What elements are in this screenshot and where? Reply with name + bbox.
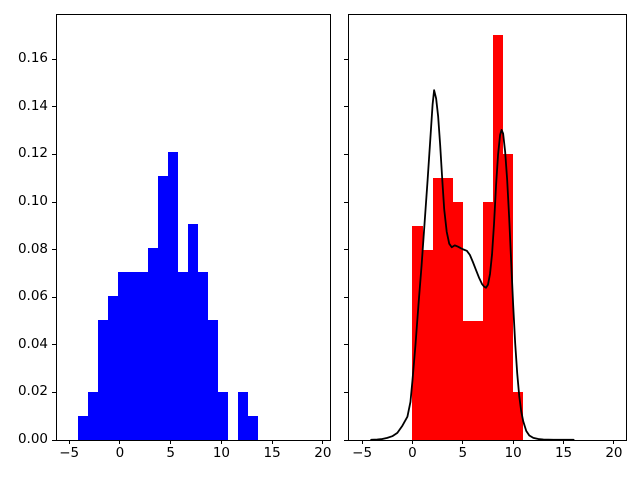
hist-bar (208, 319, 219, 440)
y-tick-label: 0.08 (17, 240, 48, 257)
hist-bar (98, 319, 109, 440)
x-tick-mark (271, 440, 273, 444)
y-tick-mark (52, 439, 56, 441)
hist-bar (88, 391, 99, 440)
left-axes: −5 0 5 10 15 20 0.00 0.02 0.04 0.06 0.08 0.10 0.12 0.… (18, 14, 331, 461)
y-tick-mark (344, 344, 348, 346)
y-tick-label: 0.06 (17, 288, 48, 305)
hist-bar (128, 271, 139, 440)
y-tick-mark (344, 106, 348, 108)
y-tick-label: 0.04 (17, 335, 48, 352)
x-tick-mark (411, 440, 413, 444)
x-tick-label: −5 (59, 445, 80, 461)
x-tick-mark (563, 440, 565, 444)
hist-bar (432, 178, 443, 440)
y-tick-mark (52, 296, 56, 298)
y-tick-mark (52, 106, 56, 108)
y-tick-mark (344, 153, 348, 155)
hist-bar (412, 225, 423, 440)
hist-bar (493, 35, 504, 440)
hist-bar (198, 271, 209, 440)
y-tick-mark (52, 201, 56, 203)
hist-bar (118, 271, 129, 440)
hist-bar (248, 415, 259, 440)
x-tick-label: 10 (212, 445, 230, 461)
x-tick-mark (220, 440, 222, 444)
hist-bar (482, 202, 494, 440)
x-tick-label: 15 (554, 445, 573, 461)
hist-bar (462, 321, 473, 440)
x-tick-label: 5 (166, 445, 175, 461)
kde-curve (370, 89, 575, 441)
y-tick-mark (344, 249, 348, 251)
x-tick-label: −5 (352, 445, 373, 461)
y-tick-mark (52, 344, 56, 346)
hist-bar (178, 271, 189, 440)
hist-bar (108, 295, 119, 440)
y-tick-label: 0.16 (17, 50, 48, 67)
hist-bar (148, 247, 159, 440)
x-tick-mark (613, 440, 615, 444)
hist-bar (78, 415, 89, 440)
y-tick-mark (344, 58, 348, 60)
x-tick-label: 20 (605, 445, 623, 461)
y-tick-label: 0.14 (17, 97, 48, 114)
hist-bar (422, 249, 433, 440)
hist-bar (503, 154, 514, 440)
hist-bar (442, 178, 453, 440)
right-axes: −5 0 5 10 15 20 (344, 14, 627, 461)
y-tick-label: 0.00 (17, 431, 48, 447)
x-tick-mark (462, 440, 464, 444)
hist-bar (188, 223, 199, 440)
y-tick-mark (52, 249, 56, 251)
x-tick-mark (512, 440, 514, 444)
y-tick-mark (52, 153, 56, 155)
x-tick-mark (361, 440, 363, 444)
y-tick-mark (52, 391, 56, 393)
hist-bar (138, 271, 149, 440)
y-tick-label: 0.10 (17, 193, 48, 210)
y-tick-mark (344, 391, 348, 393)
x-tick-mark (322, 440, 324, 444)
hist-bar (168, 151, 179, 440)
y-tick-mark (344, 296, 348, 298)
hist-bar (158, 175, 169, 440)
x-tick-label: 15 (263, 445, 281, 461)
x-tick-mark (119, 440, 121, 444)
x-tick-label: 0 (408, 445, 417, 461)
hist-bar (472, 321, 483, 440)
hist-bar (218, 391, 229, 440)
hist-bar (452, 202, 463, 440)
y-tick-label: 0.12 (17, 145, 48, 162)
kde-curve-path (370, 89, 575, 441)
x-tick-mark (170, 440, 172, 444)
y-tick-mark (52, 58, 56, 60)
y-tick-mark (344, 201, 348, 203)
x-tick-label: 5 (458, 445, 468, 461)
y-tick-mark (344, 439, 348, 441)
y-tick-label: 0.02 (17, 383, 48, 400)
x-tick-label: 10 (504, 445, 522, 461)
x-tick-label: 20 (314, 445, 332, 461)
x-tick-label: 0 (115, 445, 125, 461)
hist-bar (513, 392, 524, 440)
x-tick-mark (68, 440, 70, 444)
hist-bar (238, 391, 249, 440)
